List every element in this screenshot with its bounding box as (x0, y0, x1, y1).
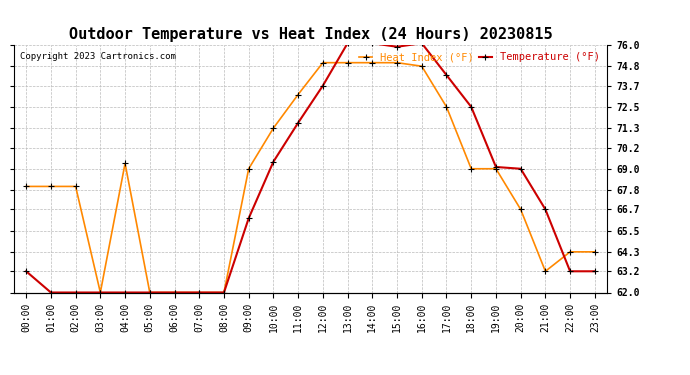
Heat Index (°F) (22, 184, 30, 189)
Temperature (°F) (467, 105, 475, 109)
Temperature (°F) (294, 120, 302, 125)
Line: Temperature (°F): Temperature (°F) (23, 40, 598, 295)
Heat Index (°F) (294, 92, 302, 97)
Temperature (°F) (47, 290, 55, 295)
Temperature (°F) (344, 41, 352, 45)
Heat Index (°F) (72, 184, 80, 189)
Temperature (°F) (492, 165, 500, 169)
Heat Index (°F) (566, 250, 574, 254)
Heat Index (°F) (244, 166, 253, 171)
Heat Index (°F) (541, 269, 549, 273)
Temperature (°F) (220, 290, 228, 295)
Temperature (°F) (195, 290, 204, 295)
Legend: Heat Index (°F), Temperature (°F): Heat Index (°F), Temperature (°F) (357, 50, 602, 64)
Heat Index (°F) (393, 60, 401, 65)
Heat Index (°F) (319, 60, 327, 65)
Heat Index (°F) (195, 290, 204, 295)
Temperature (°F) (121, 290, 129, 295)
Heat Index (°F) (467, 166, 475, 171)
Line: Heat Index (°F): Heat Index (°F) (23, 60, 598, 295)
Temperature (°F) (22, 269, 30, 273)
Temperature (°F) (269, 159, 277, 164)
Heat Index (°F) (442, 105, 451, 109)
Temperature (°F) (517, 166, 525, 171)
Heat Index (°F) (417, 64, 426, 69)
Temperature (°F) (170, 290, 179, 295)
Title: Outdoor Temperature vs Heat Index (24 Hours) 20230815: Outdoor Temperature vs Heat Index (24 Ho… (69, 27, 552, 42)
Heat Index (°F) (492, 166, 500, 171)
Temperature (°F) (417, 41, 426, 45)
Text: Copyright 2023 Cartronics.com: Copyright 2023 Cartronics.com (20, 53, 176, 62)
Temperature (°F) (591, 269, 599, 273)
Heat Index (°F) (269, 126, 277, 130)
Temperature (°F) (368, 41, 377, 45)
Temperature (°F) (319, 83, 327, 88)
Temperature (°F) (393, 45, 401, 49)
Heat Index (°F) (96, 290, 104, 295)
Heat Index (°F) (121, 161, 129, 166)
Temperature (°F) (96, 290, 104, 295)
Heat Index (°F) (344, 60, 352, 65)
Temperature (°F) (442, 73, 451, 77)
Heat Index (°F) (47, 184, 55, 189)
Heat Index (°F) (368, 60, 377, 65)
Temperature (°F) (244, 216, 253, 220)
Heat Index (°F) (591, 250, 599, 254)
Temperature (°F) (72, 290, 80, 295)
Temperature (°F) (541, 207, 549, 212)
Heat Index (°F) (170, 290, 179, 295)
Temperature (°F) (146, 290, 154, 295)
Heat Index (°F) (220, 290, 228, 295)
Heat Index (°F) (146, 290, 154, 295)
Temperature (°F) (566, 269, 574, 273)
Heat Index (°F) (517, 207, 525, 212)
